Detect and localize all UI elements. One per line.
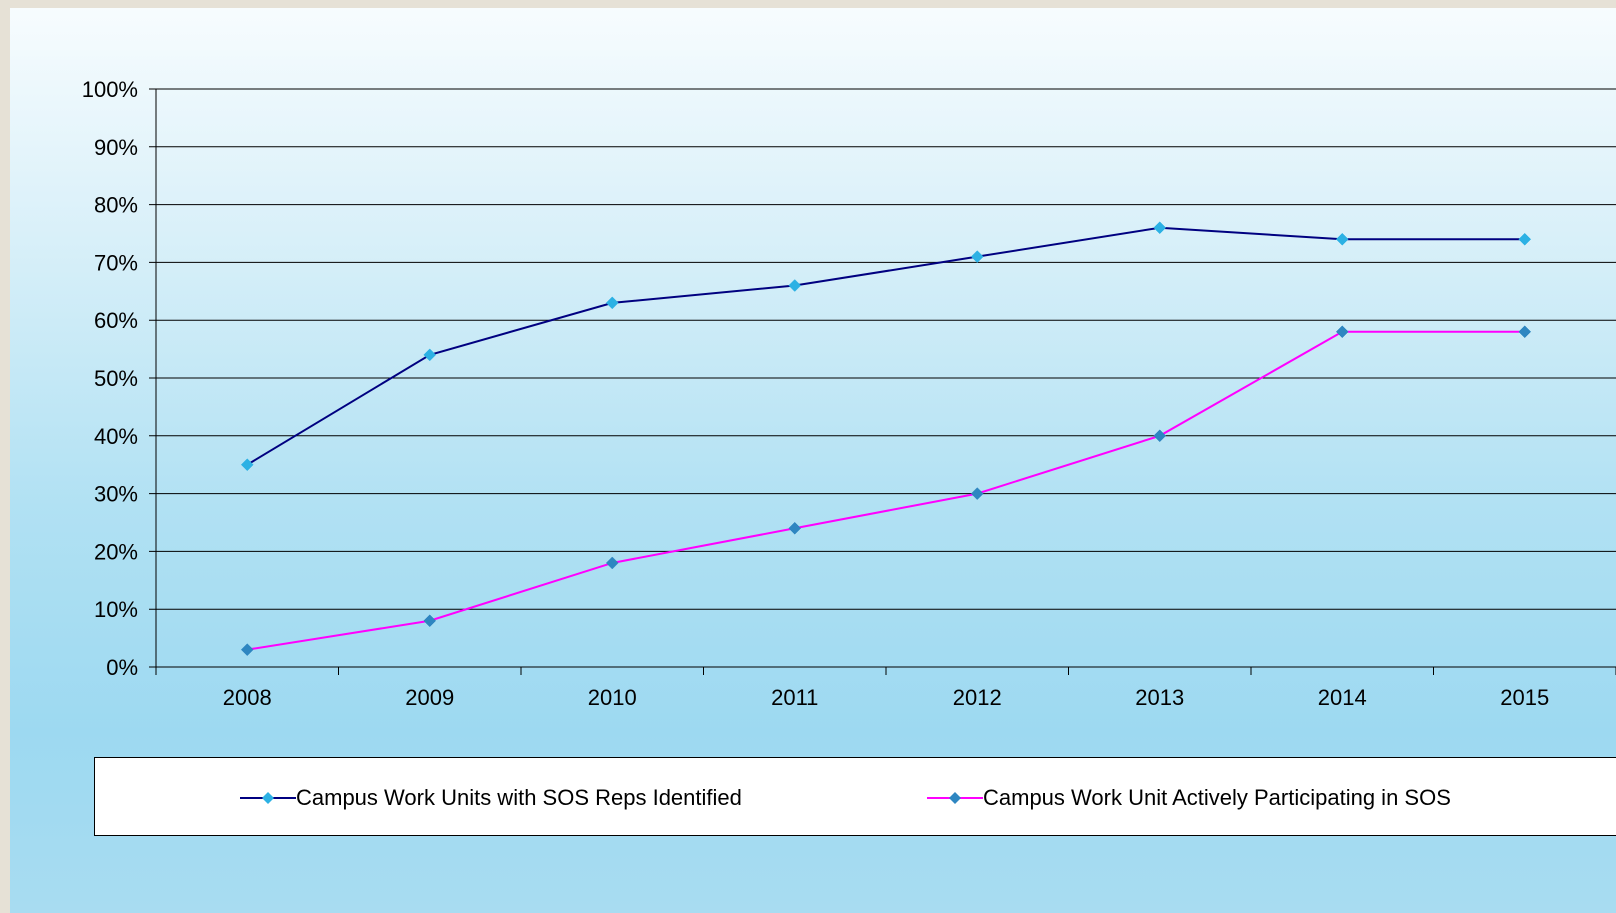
legend-swatch-reps-identified xyxy=(240,791,296,804)
legend-item-reps-identified: Campus Work Units with SOS Reps Identifi… xyxy=(240,758,742,837)
x-tick-label-2014: 2014 xyxy=(1318,685,1367,710)
x-tick-label-2012: 2012 xyxy=(953,685,1002,710)
y-tick-label-4: 40% xyxy=(94,424,138,449)
data-point-s1-2009 xyxy=(423,614,437,628)
legend-label-actively-participating: Campus Work Unit Actively Participating … xyxy=(983,784,1451,810)
data-point-s1-2010 xyxy=(605,556,619,570)
data-point-s1-2008 xyxy=(240,643,254,657)
data-point-s0-2013 xyxy=(1153,221,1167,235)
x-tick-label-2009: 2009 xyxy=(405,685,454,710)
x-tick-label-2011: 2011 xyxy=(771,685,818,710)
data-point-s1-2013 xyxy=(1153,429,1167,443)
x-tick-label-2008: 2008 xyxy=(223,685,272,710)
legend: Campus Work Units with SOS Reps Identifi… xyxy=(94,757,1616,836)
legend-swatch-actively-participating xyxy=(927,791,983,804)
data-point-s1-2011 xyxy=(788,521,802,535)
data-point-s0-2015 xyxy=(1518,232,1532,246)
axes: 0% 10% 20% 30% 40% 50% 60% 70% 80% 90% 100% 2008 200… xyxy=(82,77,1616,710)
y-tick-label-8: 80% xyxy=(94,193,138,218)
y-tick-label-0: 0% xyxy=(106,655,138,680)
x-tick-label-2013: 2013 xyxy=(1135,685,1184,710)
data-point-s0-2012 xyxy=(970,250,984,263)
data-point-s1-2012 xyxy=(970,487,984,500)
y-tick-label-3: 30% xyxy=(94,482,138,507)
data-point-s1-2015 xyxy=(1518,325,1532,339)
y-tick-label-1: 10% xyxy=(94,597,138,622)
y-tick-label-10: 100% xyxy=(82,77,138,102)
y-tick-label-5: 50% xyxy=(94,366,138,391)
series-line-0 xyxy=(246,226,1525,466)
y-tick-label-2: 20% xyxy=(94,539,138,564)
y-tick-label-7: 70% xyxy=(94,250,138,275)
data-point-s0-2011 xyxy=(788,279,802,292)
data-point-s0-2009 xyxy=(423,348,437,362)
x-tick-label-2015: 2015 xyxy=(1500,685,1549,710)
legend-item-actively-participating: Campus Work Unit Actively Participating … xyxy=(927,758,1451,837)
slide-background: 0% 10% 20% 30% 40% 50% 60% 70% 80% 90% 100% 2008 200… xyxy=(10,8,1616,913)
x-tick-label-2010: 2010 xyxy=(588,685,637,710)
y-tick-label-9: 90% xyxy=(94,135,138,160)
data-point-s0-2010 xyxy=(605,296,619,310)
data-point-s0-2014 xyxy=(1335,232,1349,246)
gridlines xyxy=(149,88,1616,668)
series-line-1 xyxy=(247,330,1525,651)
data-point-s0-2008 xyxy=(240,458,254,472)
series-lines xyxy=(240,221,1532,657)
data-point-s1-2014 xyxy=(1335,325,1349,339)
legend-label-reps-identified: Campus Work Units with SOS Reps Identifi… xyxy=(296,784,742,810)
line-chart: 0% 10% 20% 30% 40% 50% 60% 70% 80% 90% 100% 2008 200… xyxy=(82,77,1616,710)
y-tick-label-6: 60% xyxy=(94,308,138,333)
